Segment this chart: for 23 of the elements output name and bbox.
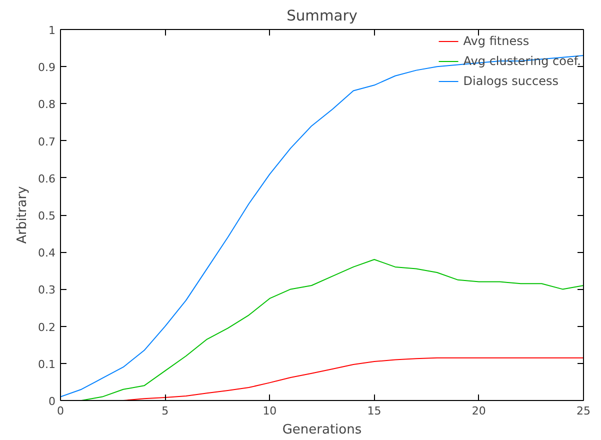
y-tick-label: 0.4	[38, 246, 56, 260]
x-tick-label: 5	[162, 404, 169, 418]
y-tick-label: 0.5	[38, 210, 56, 222]
x-tick-label: 25	[576, 404, 590, 418]
legend-label: Avg fitness	[463, 34, 530, 48]
x-tick-label: 0	[57, 404, 64, 418]
line-series	[60, 54, 584, 398]
x-tick-label: 15	[367, 404, 382, 418]
y-axis-title: Arbitrary	[15, 186, 30, 244]
y-tick-label: 0.1	[38, 358, 56, 371]
legend-label: Dialogs success	[463, 74, 559, 88]
y-tick-label: 0.2	[38, 320, 56, 334]
y-tick-label: 0	[48, 395, 56, 408]
x-axis-title: Generations	[282, 422, 362, 438]
y-tick-label: 0.3	[38, 284, 56, 297]
x-tick-label: 20	[472, 404, 486, 418]
y-tick-label: 0.7	[38, 135, 56, 148]
y-tick-label: 0.8	[38, 98, 56, 112]
chart-title: Summary	[286, 8, 358, 24]
y-tick-label: 1	[48, 24, 56, 37]
y-tick-label: 0.6	[38, 172, 56, 186]
y-tick-label: 0.9	[38, 61, 56, 74]
x-tick-label: 10	[262, 404, 277, 418]
